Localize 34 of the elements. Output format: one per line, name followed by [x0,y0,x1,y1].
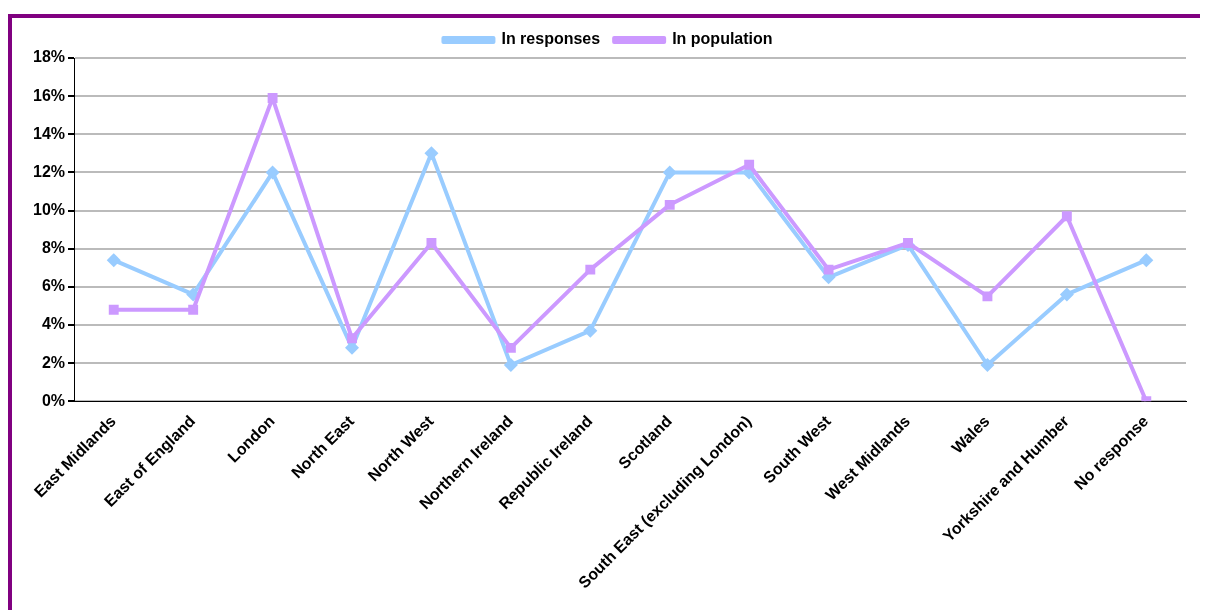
point [982,291,993,302]
legend-label: In population [672,30,773,48]
point [265,165,280,180]
y-tick-label: 6% [41,277,66,295]
y-tick-label: 8% [41,239,66,257]
point [267,93,278,103]
point [823,264,834,275]
point [424,146,439,161]
legend-label: In responses [501,30,601,48]
point [980,358,995,373]
point [108,304,119,315]
point [347,333,357,344]
point [585,264,596,275]
y-tick-label: 10% [32,200,66,218]
point [664,199,675,210]
y-tick-label: 0% [41,391,66,409]
point [1139,253,1154,268]
point [662,165,677,180]
point [1059,287,1074,302]
y-tick-label: 16% [32,86,66,104]
y-tick-label: 2% [41,353,66,371]
y-tick-label: 18% [32,48,66,66]
point [744,159,755,170]
point [1061,211,1072,222]
y-tick-label: 12% [32,162,66,180]
y-tick-label: 4% [41,315,66,333]
point [106,253,121,268]
point [503,358,518,373]
point [188,304,199,315]
point [505,342,516,353]
point [583,323,598,338]
point [426,238,437,248]
y-tick-label: 14% [32,124,66,142]
point [903,238,913,248]
